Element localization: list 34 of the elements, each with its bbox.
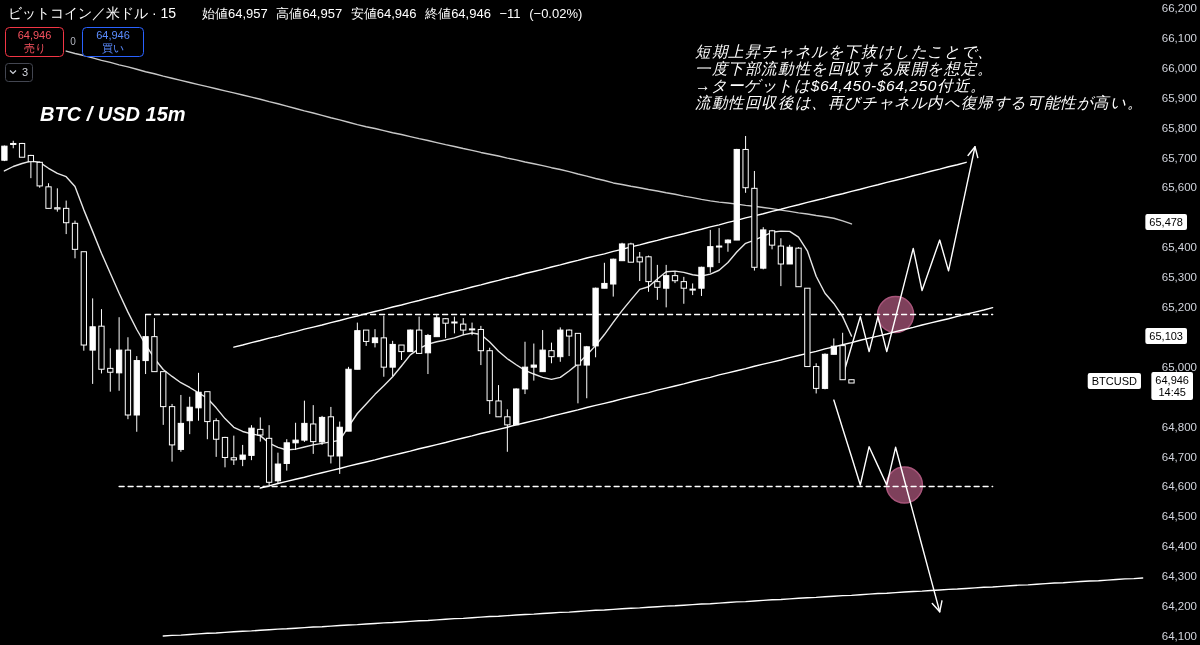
annotation: BTCUSD [1091,374,1137,387]
ytick-label: 65,400 [1161,241,1197,254]
annotation: 流動性回収後は、再びチャネル内へ復帰する可能性が高い。 [695,94,1144,111]
ytick-label: 65,700 [1161,151,1197,164]
annotation: 65,103 [1149,329,1183,342]
ytick-label: 65,000 [1161,360,1197,373]
ytick-label: 66,100 [1161,31,1197,44]
ytick-label: 64,400 [1161,540,1197,553]
ytick-label: 65,300 [1161,271,1197,284]
ytick-label: 64,600 [1161,480,1197,493]
subtitle: 始値64,957 高値64,957 安値64,946 終値64,946 −11 (−0.02%) [202,6,583,21]
ytick-label: 64,700 [1161,450,1197,463]
ytick-label: 65,900 [1161,91,1197,104]
ytick-label: 65,600 [1161,181,1197,194]
annotation: BTC / USD 15m [40,103,186,125]
annotation: →ターゲットは$64,450-$64,250付近。 [695,77,987,94]
ytick-label: 65,200 [1161,301,1197,314]
annotation: 0 [70,36,76,47]
annotation: 64,946 買い [96,29,130,54]
annotation: 64,946 売り [17,29,52,54]
ytick-label: 64,800 [1161,420,1197,433]
annotation: 短期上昇チャネルを下抜けしたことで、 [695,43,994,60]
annotation: 3 [22,66,29,78]
ytick-label: 66,200 [1161,2,1197,14]
ytick-label: 64,300 [1161,570,1197,583]
ytick-label: 65,800 [1161,121,1197,134]
ytick-label: 64,200 [1161,600,1197,613]
annotation: 65,478 [1149,215,1183,228]
ytick-label: 64,500 [1161,510,1197,523]
ytick-label: 64,100 [1161,630,1197,642]
annotation: 64,946 14:45 [1155,373,1189,398]
annotation: 一度下部流動性を回収する展開を想定。 [695,60,994,77]
ytick-label: 66,000 [1161,61,1197,74]
title: ビットコイン／米ドル · 15 [8,5,176,21]
